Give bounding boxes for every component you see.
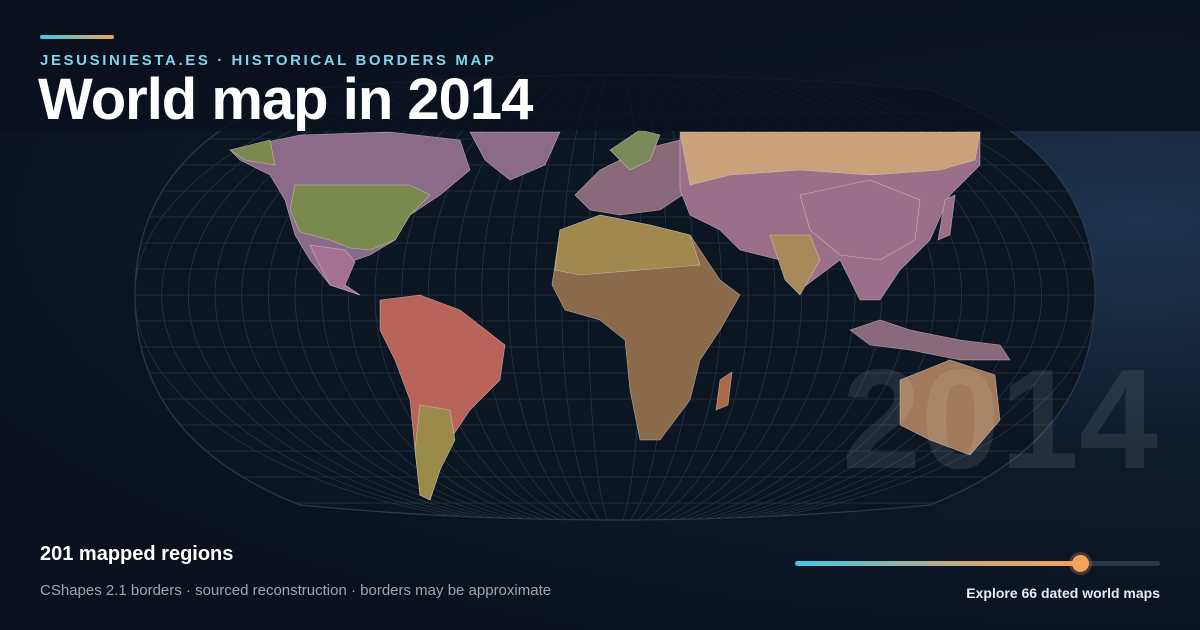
southeast-asia xyxy=(849,319,1011,361)
title: World map in 2014 xyxy=(38,67,533,132)
timeline-knob xyxy=(1072,555,1089,572)
india xyxy=(769,234,821,296)
usa xyxy=(289,184,431,251)
region-count: 201 mapped regions xyxy=(40,543,234,565)
mexico xyxy=(309,244,361,296)
australia xyxy=(899,359,1001,456)
accent-bar xyxy=(40,35,114,39)
kicker: JESUSINIESTA.ES · HISTORICAL BORDERS MAP xyxy=(40,52,497,69)
greenland xyxy=(469,131,561,181)
header-band xyxy=(0,0,1200,131)
alaska xyxy=(229,139,276,166)
timeline-progress xyxy=(795,561,1081,566)
russia xyxy=(679,131,981,186)
china xyxy=(799,179,921,261)
north-africa xyxy=(554,214,701,276)
argentina xyxy=(414,404,456,501)
madagascar xyxy=(715,371,733,411)
source-note: CShapes 2.1 borders · sourced reconstruc… xyxy=(40,582,552,599)
year-watermark: 2014 xyxy=(842,340,1158,499)
scandinavia xyxy=(609,129,661,171)
landmasses xyxy=(229,129,1051,501)
explore-link: Explore 66 dated world maps xyxy=(966,585,1160,601)
japan xyxy=(937,194,956,241)
